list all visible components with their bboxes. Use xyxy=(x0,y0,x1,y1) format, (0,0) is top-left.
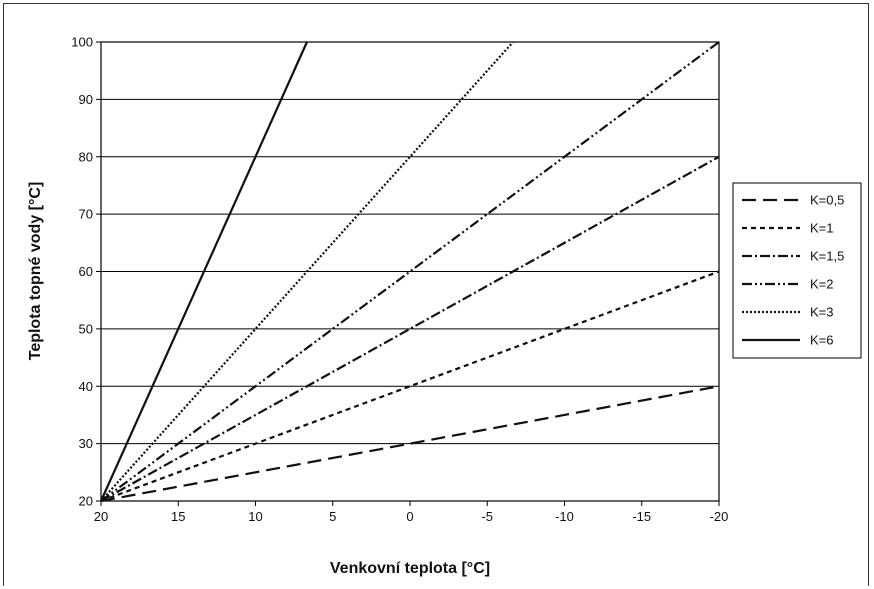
legend-label: K=6 xyxy=(810,333,834,348)
series-line-3 xyxy=(100,155,720,502)
legend-label: K=1,5 xyxy=(810,249,844,264)
legend-label: K=1 xyxy=(810,221,834,236)
series-line-5 xyxy=(100,41,514,502)
y-tick-label: 50 xyxy=(79,321,93,336)
series-line-2 xyxy=(100,270,720,503)
legend-label: K=0,5 xyxy=(810,193,844,208)
legend-label: K=3 xyxy=(810,305,834,320)
y-tick-label: 90 xyxy=(79,92,93,107)
x-axis-title: Venkovní teplota [°C] xyxy=(330,560,490,577)
legend: K=0,5 K=1 K=1,5 K=2 K=3 K=6 xyxy=(732,182,862,359)
y-tick-label: 100 xyxy=(71,35,93,50)
series-lines xyxy=(99,41,720,503)
x-tick-label: -10 xyxy=(555,509,574,524)
figure-frame xyxy=(3,3,869,586)
x-tick-label: -20 xyxy=(710,509,729,524)
y-tick-labels: 20 30 40 50 60 70 80 90 100 xyxy=(71,35,101,509)
y-axis-title: Teplota topné vody [°C] xyxy=(27,182,44,361)
y-tick-label: 40 xyxy=(79,379,93,394)
grid-lines xyxy=(101,98,719,445)
y-tick-label: 60 xyxy=(79,264,93,279)
x-tick-label: 5 xyxy=(329,509,336,524)
x-tick-label: 0 xyxy=(406,509,413,524)
y-tick-label: 30 xyxy=(79,436,93,451)
x-tick-label: -5 xyxy=(481,509,493,524)
series-line-4 xyxy=(100,41,720,502)
x-tick-label: 15 xyxy=(171,509,185,524)
legend-box xyxy=(732,182,862,359)
legend-label: K=2 xyxy=(810,277,834,292)
y-tick-label: 80 xyxy=(79,149,93,164)
x-tick-label: -15 xyxy=(632,509,651,524)
y-tick-label: 70 xyxy=(79,207,93,222)
x-tick-labels: 20 15 10 5 0 -5 -10 -15 -20 xyxy=(94,501,729,524)
y-tick-label: 20 xyxy=(79,494,93,509)
x-tick-label: 20 xyxy=(94,509,108,524)
series-line-6 xyxy=(99,41,308,502)
x-tick-label: 10 xyxy=(248,509,262,524)
